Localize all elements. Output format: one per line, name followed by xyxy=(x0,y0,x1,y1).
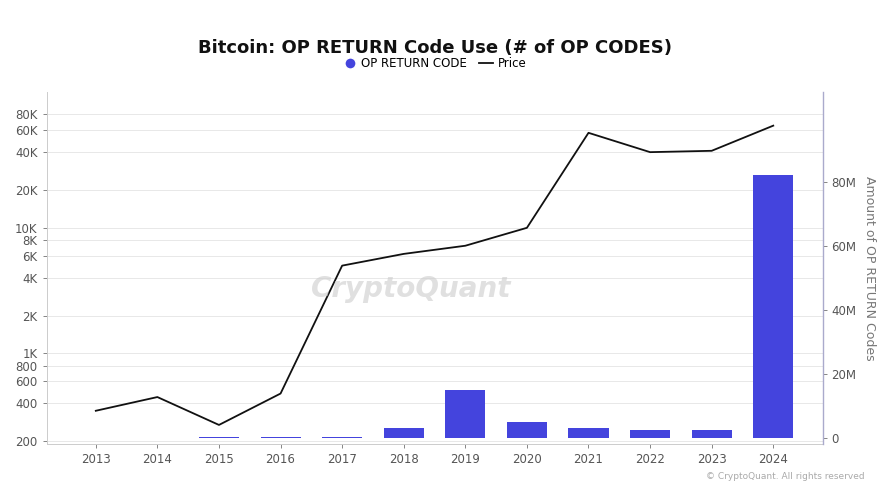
Bar xyxy=(507,422,547,438)
Y-axis label: Amount of OP RETURN Codes: Amount of OP RETURN Codes xyxy=(863,176,876,361)
Bar xyxy=(323,437,362,438)
Bar xyxy=(630,430,670,438)
Legend: OP RETURN CODE, Price: OP RETURN CODE, Price xyxy=(338,52,531,75)
Bar xyxy=(568,428,609,438)
Bar xyxy=(691,430,732,438)
Bar xyxy=(260,437,300,438)
Text: © CryptoQuant. All rights reserved: © CryptoQuant. All rights reserved xyxy=(706,472,864,481)
Bar xyxy=(384,428,424,438)
Bar xyxy=(753,175,793,438)
Bar xyxy=(446,390,486,438)
Title: Bitcoin: OP RETURN Code Use (# of OP CODES): Bitcoin: OP RETURN Code Use (# of OP COD… xyxy=(198,39,672,57)
Bar xyxy=(199,437,239,438)
Text: CryptoQuant: CryptoQuant xyxy=(312,275,511,303)
